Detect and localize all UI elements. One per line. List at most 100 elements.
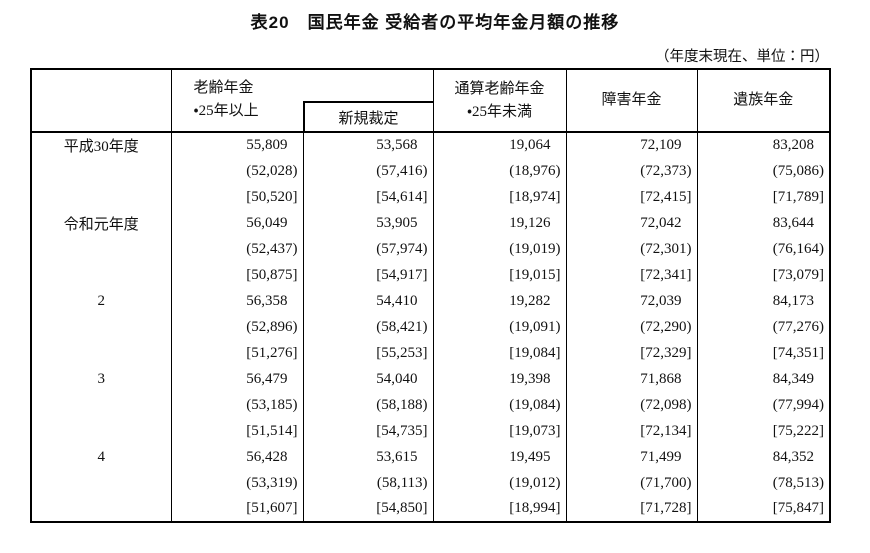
table-row: [50,875] [54,917] [19,015] [72,341] [73,079]: [31, 262, 831, 288]
value-cell: (19,012): [432, 470, 567, 496]
value-cell: 72,039: [565, 288, 698, 314]
value-cell: [71,728]: [565, 496, 698, 522]
value-cell: [75,222]: [696, 418, 831, 444]
value-cell: 71,868: [565, 366, 698, 392]
value-cell: 19,126: [432, 210, 567, 236]
value-cell: 84,173: [696, 288, 831, 314]
value-cell: 19,495: [432, 444, 567, 470]
value-cell: (78,513): [696, 470, 831, 496]
table-row: (53,319) (58,113) (19,012) (71,700) (78,513): [31, 470, 831, 496]
value-cell: 19,398: [432, 366, 567, 392]
value-cell: 54,410: [302, 288, 434, 314]
table-row: [50,520] [54,614] [18,974] [72,415] [71,789]: [31, 184, 831, 210]
value-cell: [75,847]: [696, 496, 831, 522]
value-cell: [73,079]: [696, 262, 831, 288]
value-cell: [51,514]: [170, 418, 303, 444]
value-cell: [19,084]: [432, 340, 567, 366]
value-cell: 55,809: [170, 132, 303, 158]
value-cell: [51,607]: [170, 496, 303, 522]
table-row: (53,185) (58,188) (19,084) (72,098) (77,994): [31, 392, 831, 418]
year-label: [31, 314, 171, 340]
value-cell: (77,276): [696, 314, 831, 340]
pension-table: 老齢年金 ・25年以上 新規裁定 通算老齢年金 ・25年未満 障害年金 遺族年金…: [30, 68, 832, 523]
header-disability-pension: 障害年金: [565, 69, 698, 133]
old-age-line1: 老齢年金: [193, 80, 254, 96]
value-cell: (19,084): [432, 392, 567, 418]
value-cell: 56,049: [170, 210, 303, 236]
value-cell: [51,276]: [170, 340, 303, 366]
year-label: [31, 340, 171, 366]
table-row: 3 56,479 54,040 19,398 71,868 84,349: [31, 366, 831, 392]
value-cell: 53,615: [302, 444, 434, 470]
value-cell: 83,644: [696, 210, 831, 236]
corner-cell: [31, 69, 171, 133]
table-row: (52,028) (57,416) (18,976) (72,373) (75,086): [31, 158, 831, 184]
value-cell: [50,520]: [170, 184, 303, 210]
table-row: [51,607] [54,850] [18,994] [71,728] [75,847]: [31, 496, 831, 522]
year-label: [31, 262, 171, 288]
value-cell: 56,358: [170, 288, 303, 314]
value-cell: 84,352: [696, 444, 831, 470]
value-cell: [72,329]: [565, 340, 698, 366]
year-label: 3: [97, 370, 106, 387]
year-label: [31, 496, 171, 522]
value-cell: [18,994]: [432, 496, 567, 522]
table-row: 令和元年度 56,049 53,905 19,126 72,042 83,644: [31, 210, 831, 236]
header-total-old-age-pension: 通算老齢年金 ・25年未満: [432, 69, 567, 133]
value-cell: (76,164): [696, 236, 831, 262]
value-cell: [72,415]: [565, 184, 698, 210]
value-cell: [19,073]: [432, 418, 567, 444]
value-cell: [72,134]: [565, 418, 698, 444]
value-cell: [54,850]: [302, 496, 434, 522]
value-cell: [55,253]: [302, 340, 434, 366]
value-cell: [72,341]: [565, 262, 698, 288]
table-row: 4 56,428 53,615 19,495 71,499 84,352: [31, 444, 831, 470]
value-cell: [74,351]: [696, 340, 831, 366]
table-row: (52,896) (58,421) (19,091) (72,290) (77,276): [31, 314, 831, 340]
value-cell: (19,091): [432, 314, 567, 340]
year-label: 4: [97, 448, 106, 465]
value-cell: (57,974): [302, 236, 434, 262]
value-cell: 54,040: [302, 366, 434, 392]
total-old-age-line2: ・25年未満: [466, 103, 533, 120]
year-label: [31, 184, 171, 210]
year-label: 平成30年度: [63, 139, 139, 155]
value-cell: 53,905: [302, 210, 434, 236]
value-cell: (72,098): [565, 392, 698, 418]
value-cell: (72,301): [565, 236, 698, 262]
table-row: 平成30年度 55,809 53,568 19,064 72,109 83,208: [31, 132, 831, 158]
value-cell: 19,282: [432, 288, 567, 314]
value-cell: 56,479: [170, 366, 303, 392]
value-cell: (77,994): [696, 392, 831, 418]
value-cell: 19,064: [432, 132, 567, 158]
value-cell: (72,373): [565, 158, 698, 184]
value-cell: (18,976): [432, 158, 567, 184]
old-age-pension-label: 老齢年金 ・25年以上: [172, 70, 433, 124]
year-label: [31, 158, 171, 184]
value-cell: (72,290): [565, 314, 698, 340]
value-cell: (75,086): [696, 158, 831, 184]
value-cell: [54,735]: [302, 418, 434, 444]
table-body: 平成30年度 55,809 53,568 19,064 72,109 83,208 (52,…: [31, 132, 831, 522]
value-cell: 56,428: [170, 444, 303, 470]
value-cell: (52,896): [170, 314, 303, 340]
value-cell: 84,349: [696, 366, 831, 392]
total-old-age-line1: 通算老齢年金: [454, 81, 545, 97]
value-cell: 71,499: [565, 444, 698, 470]
value-cell: (53,185): [170, 392, 303, 418]
value-cell: (53,319): [170, 470, 303, 496]
header-new-ruling: 新規裁定: [302, 101, 433, 131]
header-survivor-pension: 遺族年金: [696, 69, 831, 133]
year-label: [31, 392, 171, 418]
value-cell: (58,188): [302, 392, 434, 418]
value-cell: (57,416): [302, 158, 434, 184]
table-title: 表20 国民年金 受給者の平均年金月額の推移: [250, 13, 620, 32]
value-cell: 53,568: [302, 132, 434, 158]
value-cell: (19,019): [432, 236, 567, 262]
value-cell: 83,208: [696, 132, 831, 158]
value-cell: (71,700): [565, 470, 698, 496]
year-label: [31, 418, 171, 444]
header-old-age-pension: 老齢年金 ・25年以上 新規裁定: [170, 69, 434, 133]
unit-note: （年度末現在、単位：円）: [655, 49, 829, 65]
